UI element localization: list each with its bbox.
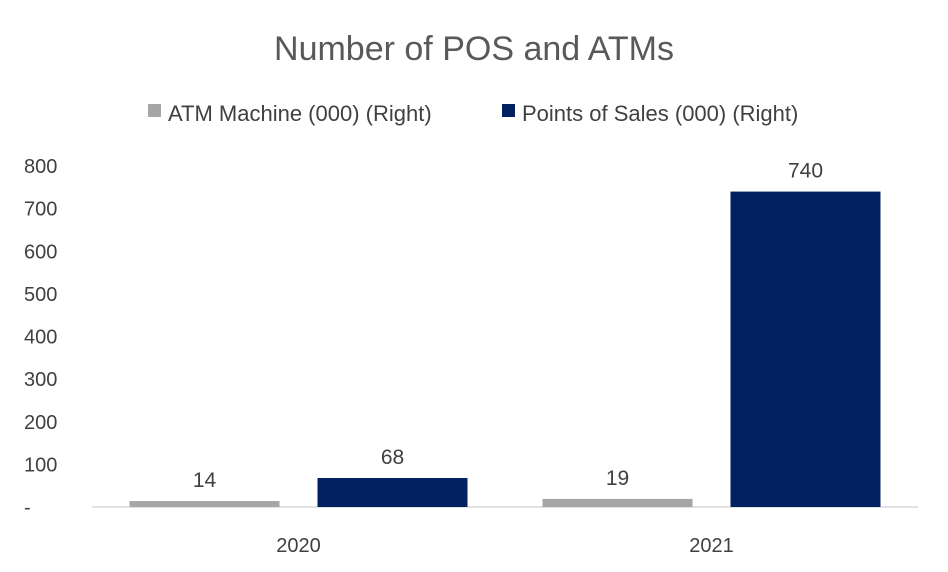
data-label: 19 [606,467,629,490]
y-tick-label: 700 [24,199,57,221]
legend-swatch-pos [502,104,515,117]
legend-swatch-atm [148,104,161,117]
bar-atm-2020 [129,501,280,507]
data-label: 14 [193,469,217,492]
y-tick-label: - [24,497,31,519]
chart-title: Number of POS and ATMs [274,30,674,68]
y-tick-label: 100 [24,454,57,476]
data-label: 740 [788,160,823,183]
y-axis: - 100 200 300 400 500 600 700 800 [24,156,57,519]
y-tick-label: 200 [24,412,57,434]
data-labels: 14 68 19 740 [193,160,823,492]
bars [129,191,881,507]
y-tick-label: 300 [24,369,57,391]
data-label: 68 [381,446,404,469]
legend-label-atm: ATM Machine (000) (Right) [168,101,432,126]
x-tick-label: 2020 [276,535,321,557]
y-tick-label: 800 [24,156,57,178]
legend: ATM Machine (000) (Right) Points of Sale… [148,101,798,126]
x-tick-label: 2021 [689,535,734,557]
y-tick-label: 400 [24,327,57,349]
bar-pos-2020 [317,478,468,507]
bar-pos-2021 [730,191,881,507]
bar-atm-2021 [542,498,693,507]
y-tick-label: 500 [24,284,57,306]
x-axis: 2020 2021 [276,535,734,557]
y-tick-label: 600 [24,241,57,263]
legend-label-pos: Points of Sales (000) (Right) [522,101,798,126]
